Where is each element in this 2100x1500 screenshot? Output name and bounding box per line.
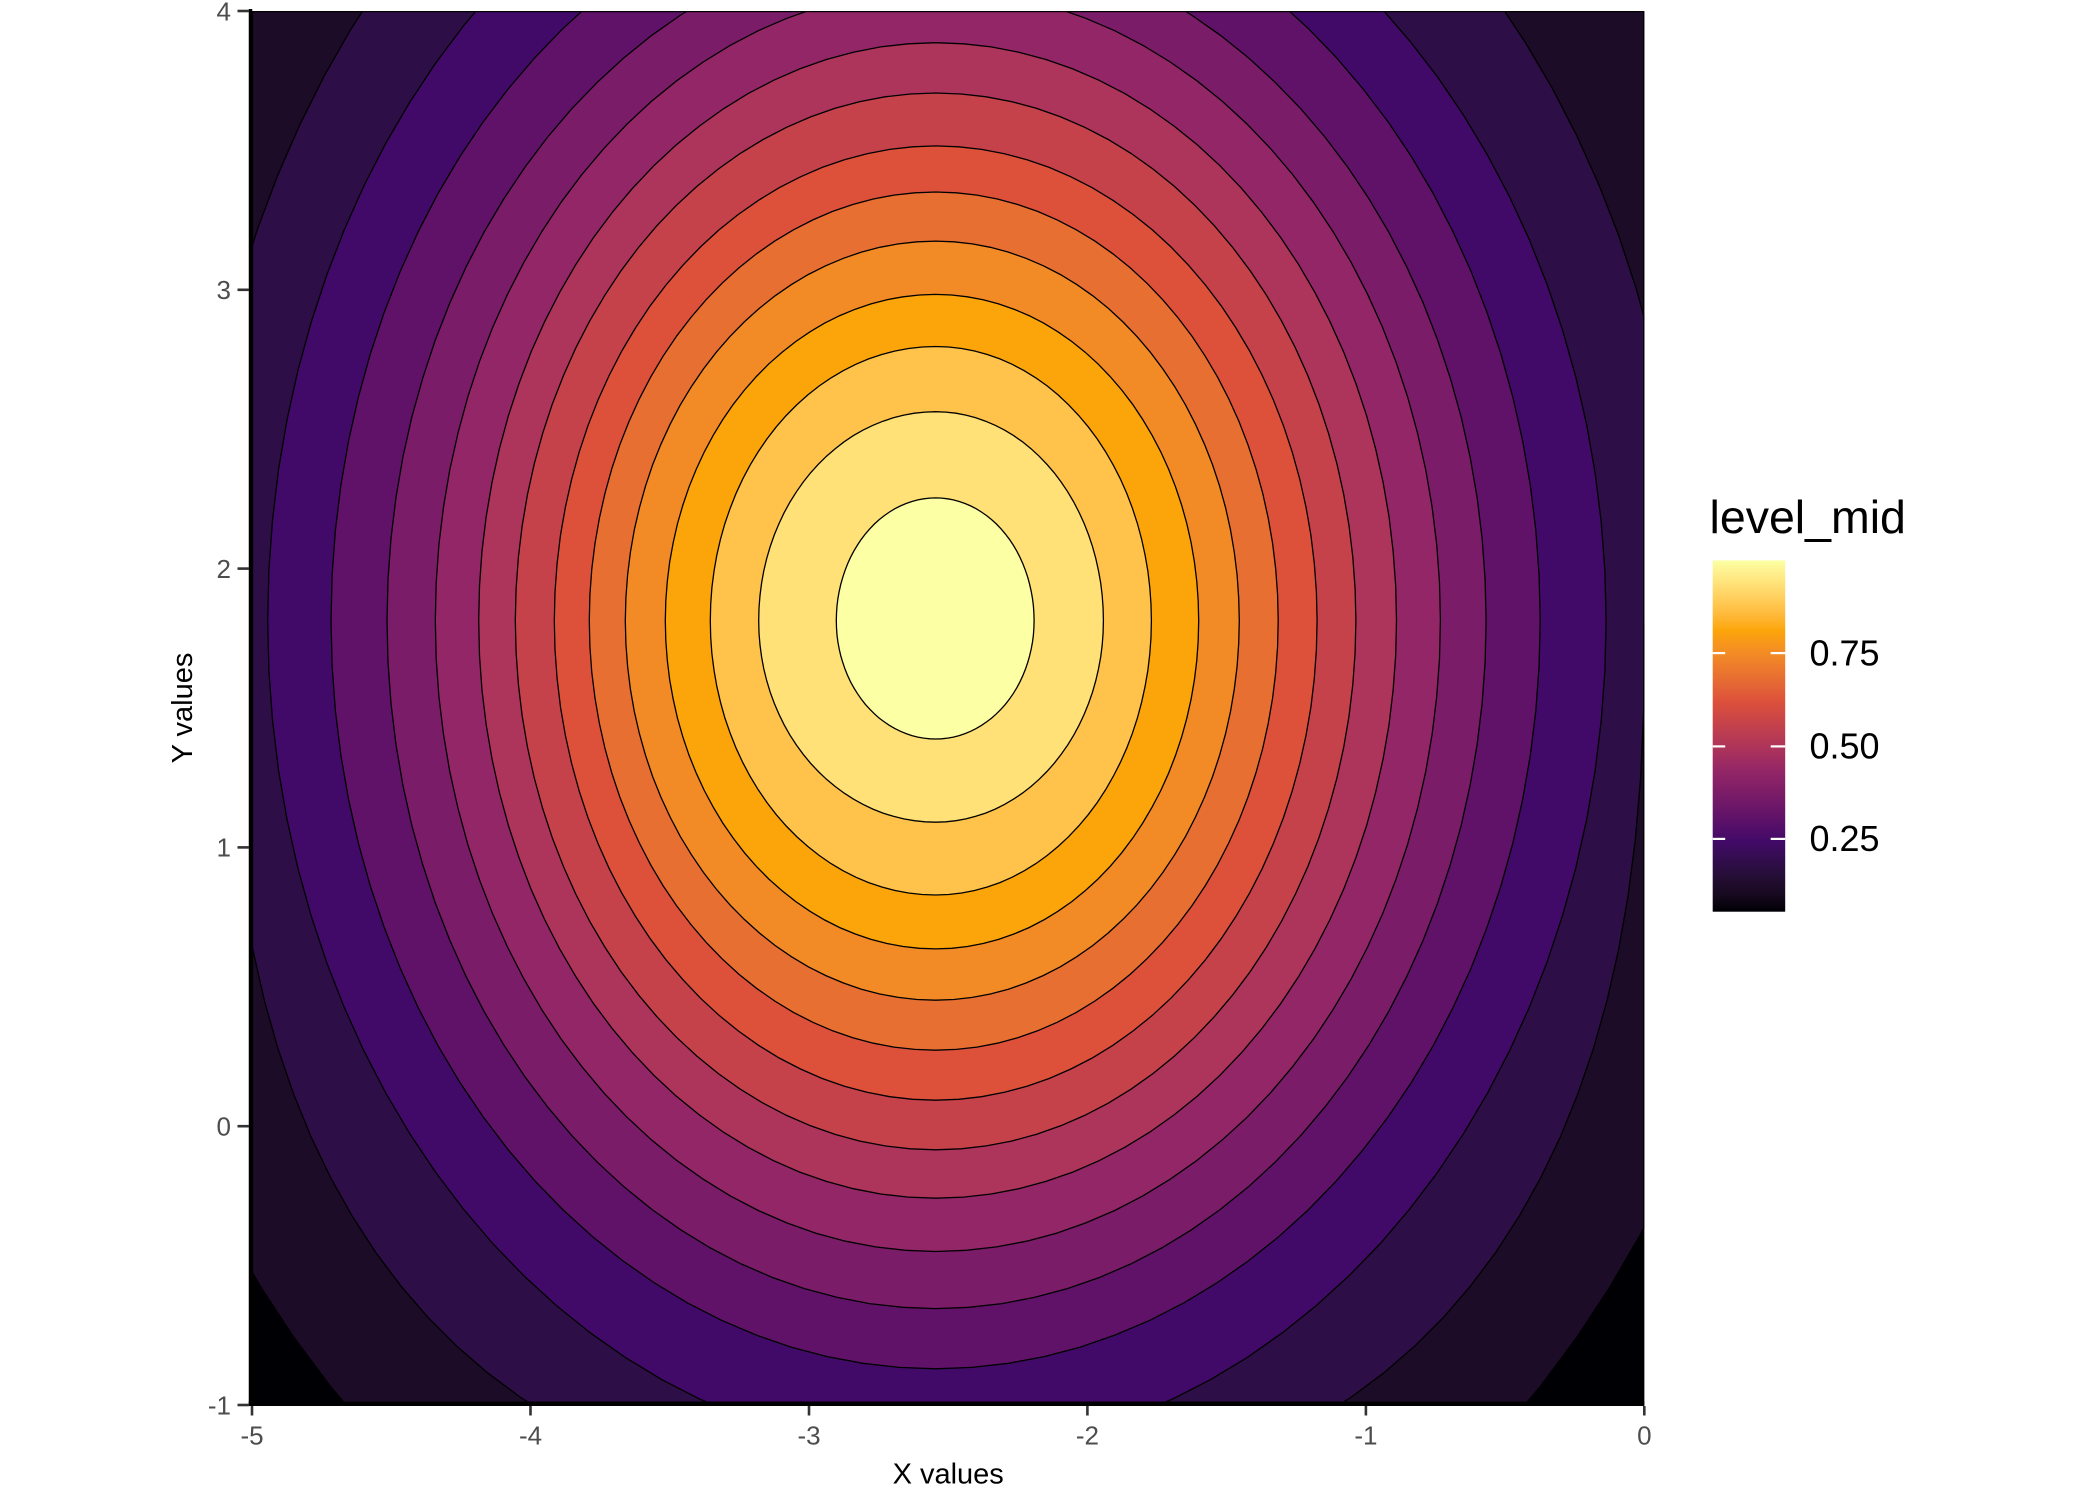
svg-text:-5: -5 xyxy=(240,1421,263,1451)
svg-text:0.25: 0.25 xyxy=(1810,818,1880,859)
svg-text:0: 0 xyxy=(217,1112,231,1142)
svg-text:level_mid: level_mid xyxy=(1710,491,1906,543)
svg-text:-2: -2 xyxy=(1076,1421,1099,1451)
svg-text:0.50: 0.50 xyxy=(1810,726,1880,767)
svg-text:X values: X values xyxy=(893,1459,1004,1491)
svg-text:1: 1 xyxy=(217,833,231,863)
svg-text:-1: -1 xyxy=(208,1390,231,1420)
svg-text:-1: -1 xyxy=(1354,1421,1377,1451)
svg-text:4: 4 xyxy=(217,0,231,26)
svg-text:3: 3 xyxy=(217,275,231,305)
svg-text:-3: -3 xyxy=(797,1421,820,1451)
svg-text:-4: -4 xyxy=(519,1421,542,1451)
svg-text:2: 2 xyxy=(217,554,231,584)
svg-text:0: 0 xyxy=(1637,1421,1651,1451)
svg-text:0.75: 0.75 xyxy=(1810,632,1880,673)
svg-text:Y values: Y values xyxy=(167,653,199,764)
